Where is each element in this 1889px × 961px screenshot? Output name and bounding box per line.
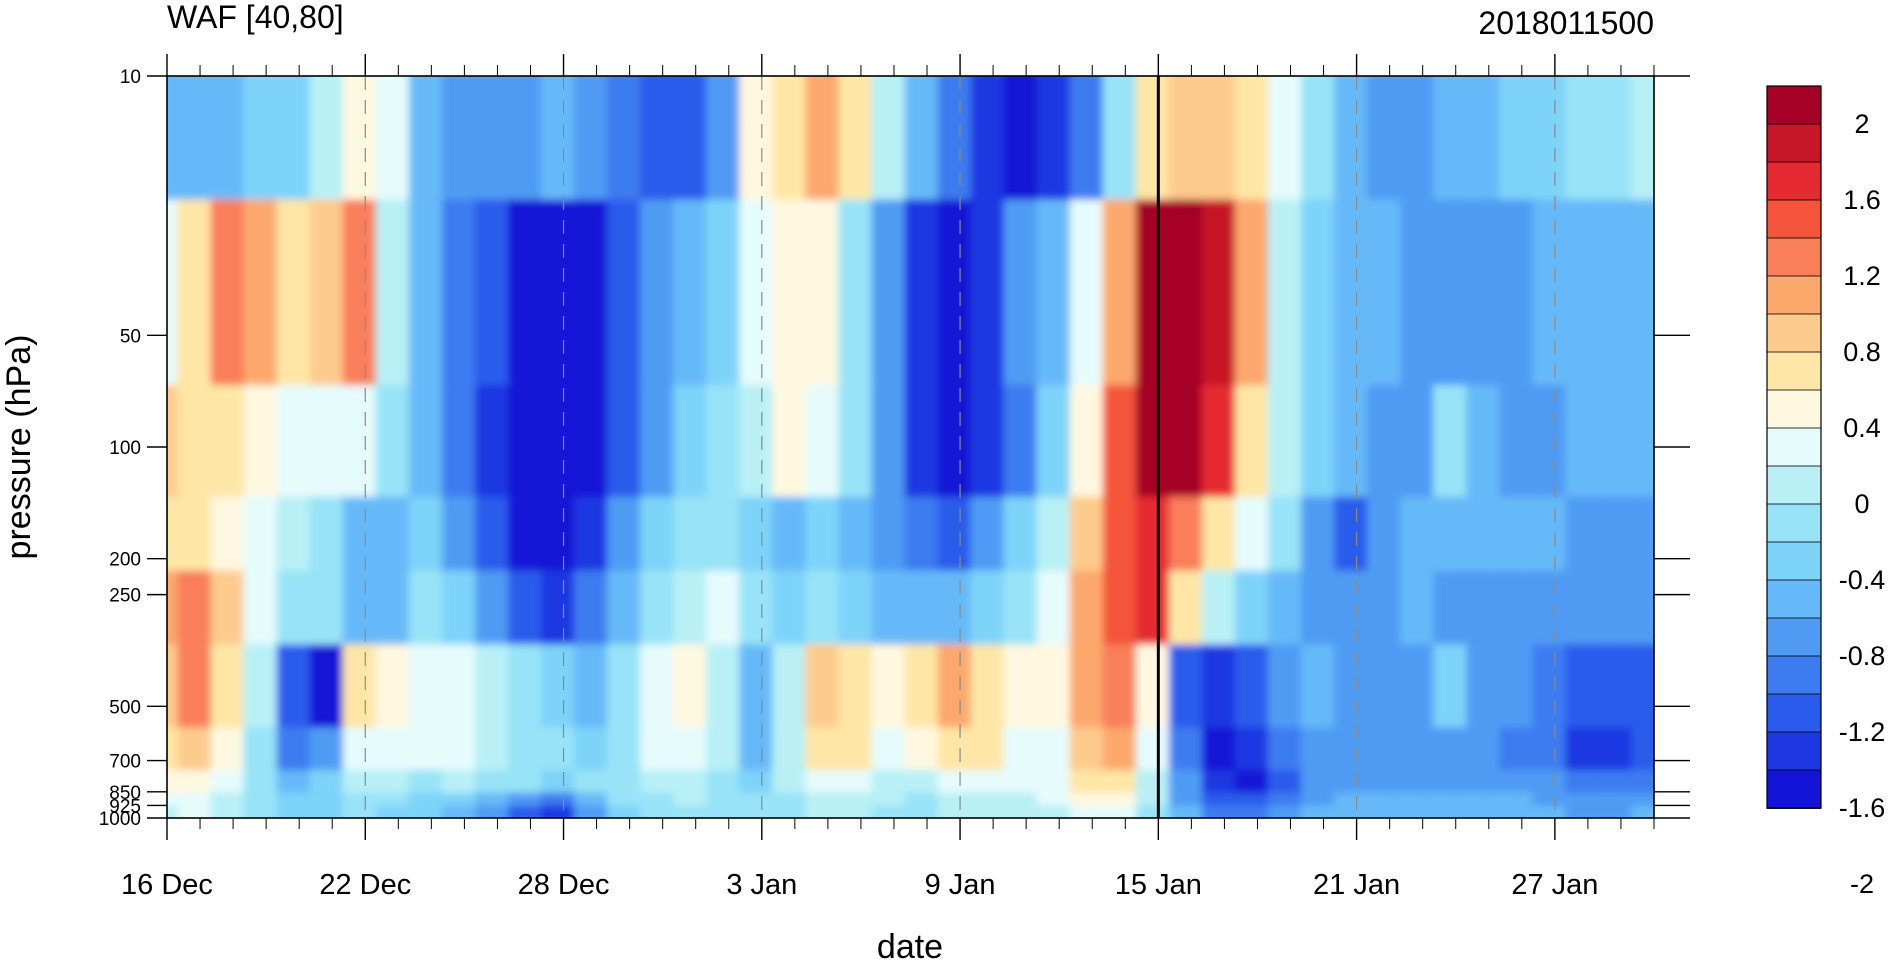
colorbar-label: 0.4 — [1843, 413, 1881, 443]
colorbar-label: -1.6 — [1839, 793, 1886, 823]
colorbar-label: -0.4 — [1839, 565, 1886, 595]
colorbar-swatch — [1766, 427, 1822, 467]
y-tick-label: 700 — [109, 752, 141, 773]
y-tick-label: 850 — [109, 783, 141, 804]
field-cell — [1631, 76, 1654, 212]
colorbar-swatch — [1766, 161, 1822, 201]
y-axis-label: pressure (hPa) — [0, 335, 38, 560]
colorbar-swatch — [1766, 731, 1822, 771]
colorbar-swatch — [1766, 237, 1822, 277]
y-tick-label: 500 — [109, 697, 141, 718]
colorbar-swatch — [1766, 769, 1822, 809]
date-guides — [364, 76, 1556, 818]
field-cell — [1631, 496, 1654, 583]
colorbar-label: -1.2 — [1839, 717, 1886, 747]
colorbar-swatch — [1766, 617, 1822, 657]
field-cells — [167, 76, 1654, 818]
colorbar-label: 1.2 — [1843, 261, 1881, 291]
colorbar: 2 1.6 1.2 0.8 0.4 0 -0.4 -0.8 -1.2 -1.6 -2 — [1766, 85, 1886, 899]
colorbar-label: -2 — [1850, 869, 1874, 899]
colorbar-swatch — [1766, 199, 1822, 239]
colorbar-swatch — [1766, 541, 1822, 581]
colorbar-label: 0 — [1854, 489, 1869, 519]
chart-title: WAF [40,80] — [167, 0, 344, 35]
x-tick-label: 21 Jan — [1313, 869, 1400, 901]
field-cell — [1631, 805, 1654, 818]
x-tick-label: 3 Jan — [726, 869, 797, 901]
field-cell — [1631, 727, 1654, 783]
y-tick-label: 10 — [120, 67, 141, 88]
x-tick-label: 28 Dec — [518, 869, 610, 901]
field-cell — [1631, 385, 1654, 509]
field-cell — [1631, 570, 1654, 657]
colorbar-label: 2 — [1854, 109, 1869, 139]
x-tick-label: 22 Dec — [319, 869, 411, 901]
colorbar-swatch — [1766, 123, 1822, 163]
x-axis-label: date — [877, 928, 943, 961]
x-tick-label: 16 Dec — [121, 869, 213, 901]
y-tick-label: 100 — [109, 438, 141, 459]
colorbar-swatch — [1766, 313, 1822, 353]
colorbar-label: 0.8 — [1843, 337, 1881, 367]
colorbar-swatch — [1766, 579, 1822, 619]
y-tick-label: 925 — [109, 796, 141, 817]
x-tick-label: 9 Jan — [925, 869, 996, 901]
y-tick-label: 200 — [109, 550, 141, 571]
y-tick-label: 1000 — [99, 809, 141, 830]
colorbar-label: 1.6 — [1843, 185, 1881, 215]
colorbar-swatch — [1766, 655, 1822, 695]
colorbar-swatch — [1766, 389, 1822, 429]
x-tick-label: 15 Jan — [1115, 869, 1202, 901]
field-cell — [1631, 199, 1654, 398]
x-axis: 16 Dec 22 Dec 28 Dec 3 Jan 9 Jan 15 Jan 21 Jan… — [121, 54, 1655, 901]
colorbar-label: -0.8 — [1839, 641, 1886, 671]
y-tick-label: 250 — [109, 586, 141, 607]
colorbar-swatch — [1766, 275, 1822, 315]
colorbar-swatch — [1766, 693, 1822, 733]
colorbar-swatch — [1766, 85, 1822, 125]
y-tick-label: 50 — [120, 326, 141, 347]
colorbar-swatch — [1766, 465, 1822, 505]
chart-subtitle: 2018011500 — [1478, 5, 1654, 41]
colorbar-swatch — [1766, 503, 1822, 543]
colorbar-swatch — [1766, 351, 1822, 391]
plot-area: 16 Dec 22 Dec 28 Dec 3 Jan 9 Jan 15 Jan 21 Jan… — [99, 54, 1690, 901]
x-tick-label: 27 Jan — [1511, 869, 1598, 901]
field-cell — [1631, 644, 1654, 740]
